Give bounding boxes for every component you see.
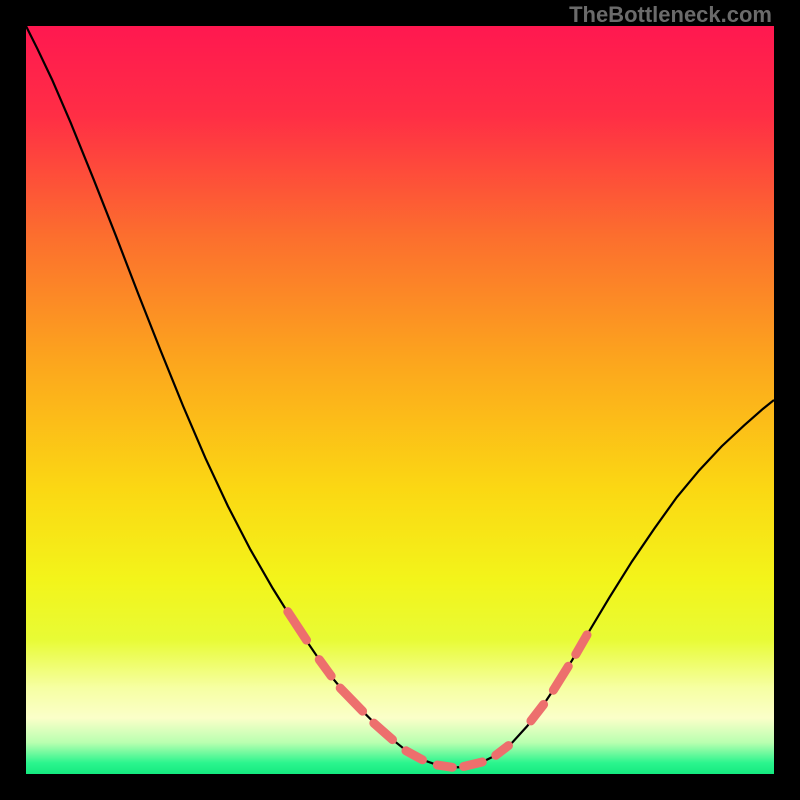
chart-plot-area bbox=[26, 26, 774, 774]
curve-highlight-dash bbox=[464, 762, 483, 766]
chart-outer-frame bbox=[26, 26, 774, 774]
chart-gradient-bg bbox=[26, 26, 774, 774]
watermark-text: TheBottleneck.com bbox=[569, 2, 772, 28]
chart-svg bbox=[26, 26, 774, 774]
curve-highlight-dash bbox=[437, 765, 452, 767]
